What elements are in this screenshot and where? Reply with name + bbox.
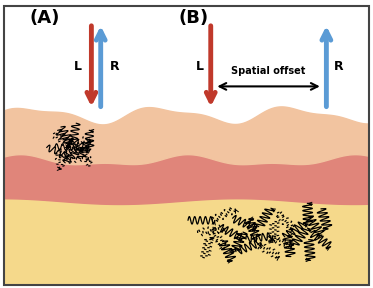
Text: L: L bbox=[195, 60, 204, 73]
Polygon shape bbox=[4, 107, 369, 165]
Text: (B): (B) bbox=[179, 9, 209, 27]
Text: R: R bbox=[333, 60, 343, 73]
Polygon shape bbox=[4, 199, 369, 285]
Text: L: L bbox=[74, 60, 82, 73]
Text: (A): (A) bbox=[29, 9, 60, 27]
Polygon shape bbox=[4, 155, 369, 204]
Text: Spatial offset: Spatial offset bbox=[231, 66, 306, 75]
Text: R: R bbox=[110, 60, 120, 73]
